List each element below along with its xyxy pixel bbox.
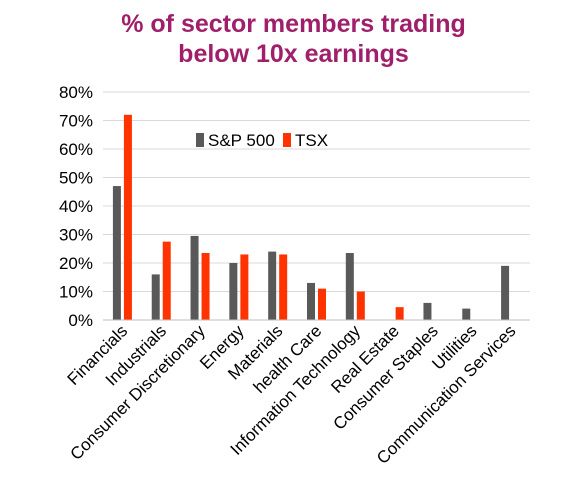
chart-title-line-1: % of sector members trading [121,10,466,38]
y-tick-label: 20% [59,254,93,273]
legend-swatch-tsx [283,133,291,147]
bar-sp500 [307,282,315,320]
y-tick-label: 40% [59,197,93,216]
bar-tsx [356,291,365,320]
y-tick-label: 80% [59,83,93,102]
bar-sp500 [112,186,121,320]
bar-sp500 [462,308,471,320]
y-tick-label: 70% [59,112,93,131]
bar-tsx [162,241,171,320]
legend: S&P 500 TSX [196,131,328,150]
bar-sp500 [423,302,432,320]
bar-tsx [201,253,210,320]
bars [112,114,510,320]
legend-label-sp500: S&P 500 [208,131,275,150]
bar-tsx [279,254,288,320]
bar-sp500 [190,235,199,320]
y-tick-label: 0% [68,311,93,330]
bar-tsx [123,114,132,320]
bar-sp500 [501,265,510,320]
y-tick-label: 10% [59,283,93,302]
y-tick-label: 60% [59,140,93,159]
bar-sp500 [229,263,238,320]
bar-tsx [395,307,404,320]
y-tick-label: 30% [59,226,93,245]
legend-swatch-sp500 [196,133,204,147]
legend-label-tsx: TSX [295,131,328,150]
bar-tsx [318,288,326,320]
y-tick-label: 50% [59,169,93,188]
gridlines [103,91,530,321]
bar-sp500 [345,253,354,320]
bar-sp500 [268,251,277,320]
bar-tsx [240,254,249,320]
bar-sp500 [151,274,160,320]
chart-title-line-2: below 10x earnings [178,40,409,68]
